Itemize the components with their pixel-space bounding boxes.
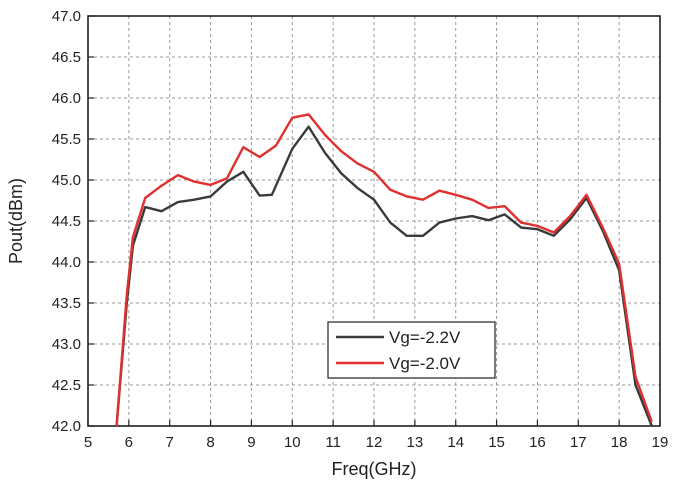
x-tick-labels: 5 6 7 8 9 10 11 12 13 14 15 16 17 18 19: [84, 434, 669, 451]
series-line-vg-2-2v: [115, 125, 653, 427]
y-tick-label: 47.0: [52, 8, 81, 25]
series-lines: [115, 113, 653, 427]
x-tick-label: 6: [125, 434, 133, 451]
x-tick-label: 13: [407, 434, 424, 451]
x-tick-label: 9: [247, 434, 255, 451]
x-tick-label: 17: [570, 434, 587, 451]
y-tick-label: 42.0: [52, 418, 81, 435]
y-tick-label: 46.5: [52, 49, 81, 66]
y-tick-label: 43.5: [52, 295, 81, 312]
x-tick-label: 11: [325, 434, 341, 451]
x-tick-label: 14: [447, 434, 464, 451]
y-tick-label: 42.5: [52, 377, 81, 394]
y-tick-label: 45.0: [52, 172, 81, 189]
x-tick-label: 7: [166, 434, 174, 451]
x-axis-title: Freq(GHz): [332, 459, 417, 479]
y-tick-label: 44.5: [52, 213, 81, 230]
legend-label-vg-2-0v: Vg=-2.0V: [389, 354, 461, 373]
x-tick-label: 18: [611, 434, 628, 451]
axis-ticks: [87, 15, 661, 427]
legend-label-vg-2-2v: Vg=-2.2V: [389, 328, 461, 347]
x-tick-label: 15: [488, 434, 505, 451]
x-tick-label: 8: [206, 434, 214, 451]
x-tick-label: 5: [84, 434, 92, 451]
x-tick-label: 10: [284, 434, 301, 451]
legend: Vg=-2.2V Vg=-2.0V: [327, 321, 496, 379]
y-tick-label: 45.5: [52, 131, 81, 148]
y-axis-title: Pout(dBm): [6, 178, 26, 264]
y-tick-label: 44.0: [52, 254, 81, 271]
y-tick-label: 43.0: [52, 336, 81, 353]
x-tick-label: 12: [366, 434, 383, 451]
y-tick-label: 46.0: [52, 90, 81, 107]
series-line-vg-2-0v: [115, 113, 653, 427]
legend-box: [327, 321, 496, 379]
x-tick-label: 16: [529, 434, 546, 451]
x-tick-label: 19: [652, 434, 669, 451]
y-tick-labels: 42.0 42.5 43.0 43.5 44.0 44.5 45.0 45.5 46.0 46.5…: [52, 8, 81, 435]
